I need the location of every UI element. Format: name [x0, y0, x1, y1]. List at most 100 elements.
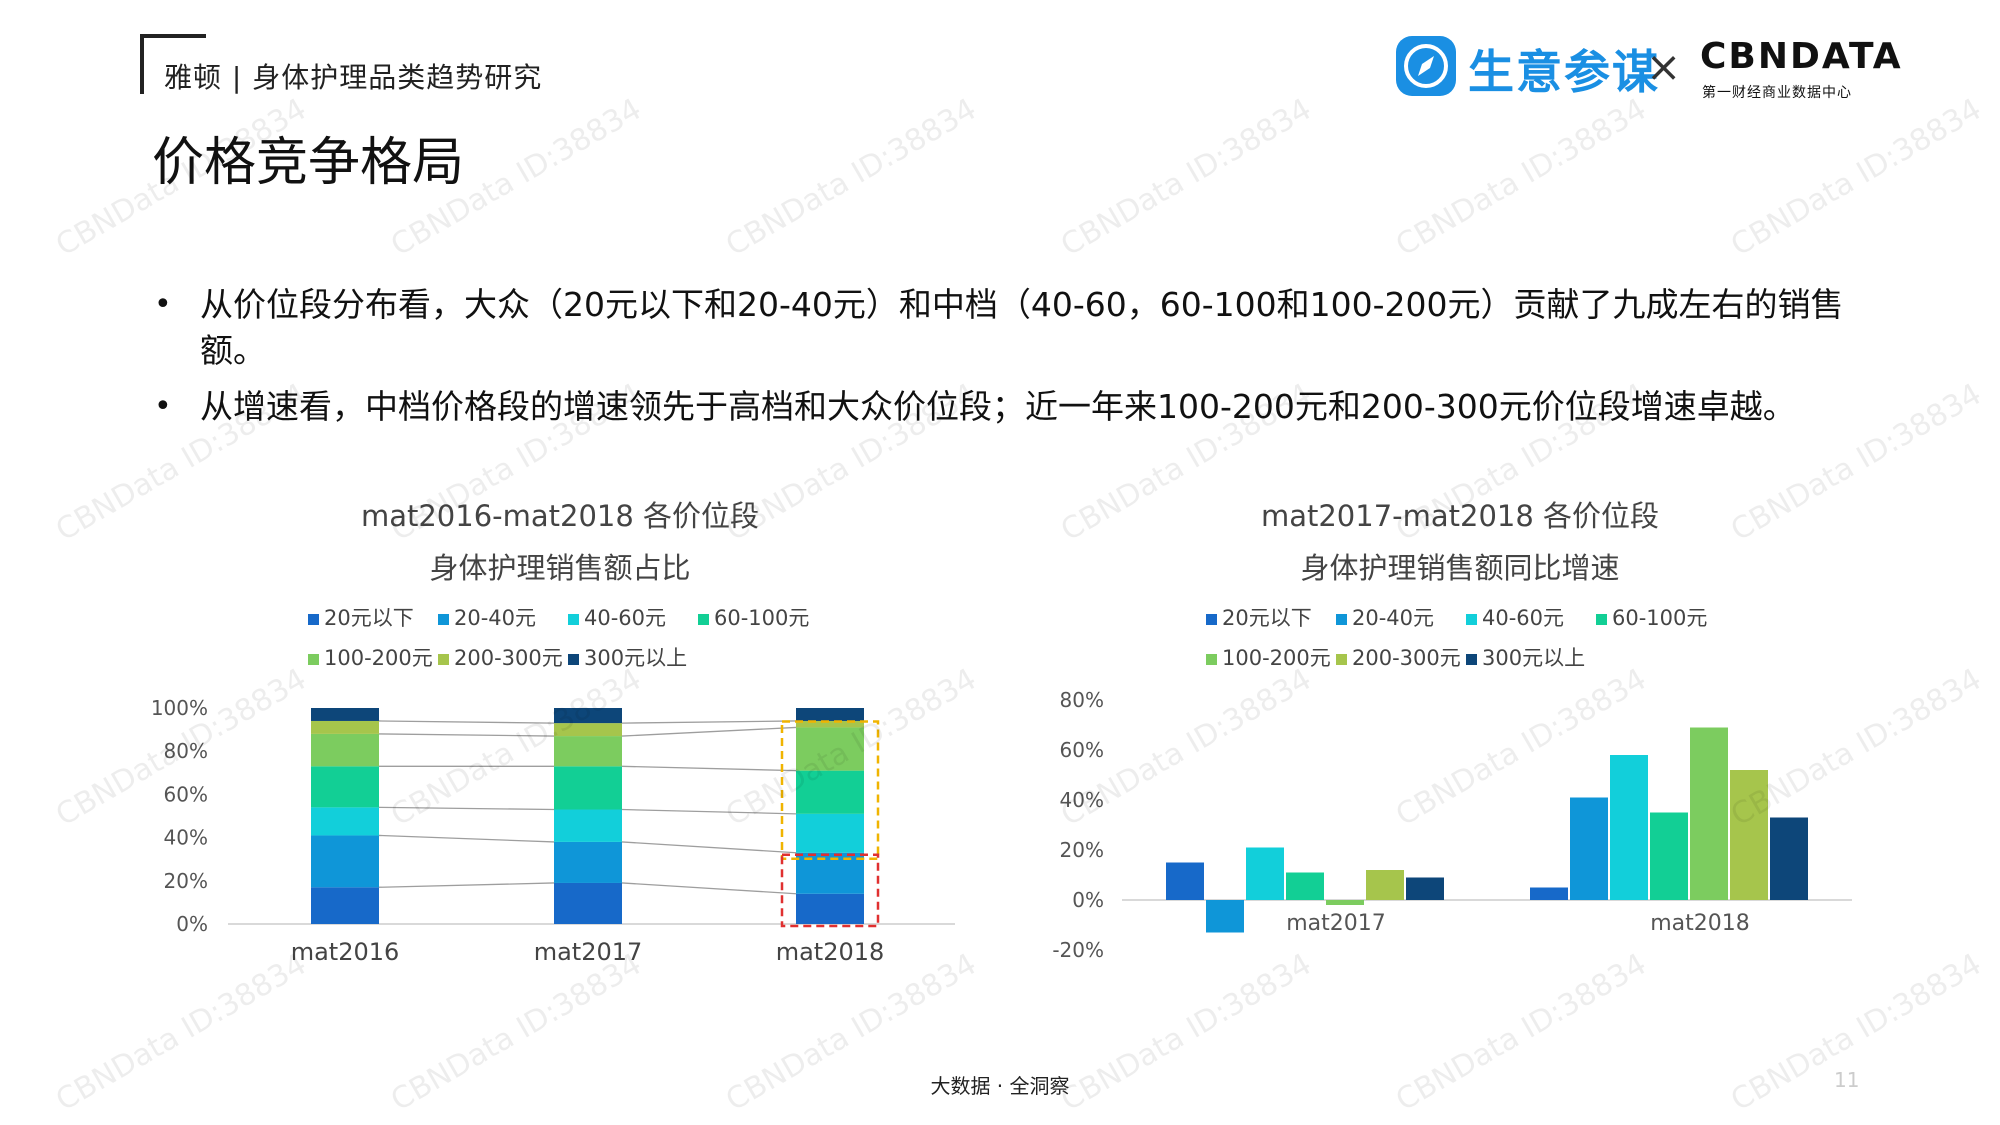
chart2-bar: [1650, 812, 1688, 900]
chart1-bar-segment: [554, 766, 622, 810]
logo-shengyicanmou: 生意参谋: [1468, 45, 1660, 99]
chart1-bar-segment: [311, 835, 379, 888]
chart1-connector-line: [621, 808, 797, 815]
cbndata-logo: CBNDATA: [1700, 36, 1903, 77]
chart1-legend-swatch: [698, 614, 709, 625]
chart2-bar: [1246, 847, 1284, 900]
compass-icon: [1396, 36, 1456, 96]
chart2-bar: [1166, 862, 1204, 900]
chart2-title-block: mat2017-mat2018 各价位段 身体护理销售额同比增速: [1100, 490, 1820, 594]
chart2-bar: [1690, 727, 1728, 900]
chart1-highlight-box-low: [780, 853, 880, 928]
chart1-bar-segment: [311, 807, 379, 836]
chart1-legend-label: 20-40元: [454, 606, 536, 630]
chart2-bar: [1770, 817, 1808, 900]
chart1-bar-segment: [796, 893, 864, 924]
chart2-legend-swatch: [1206, 654, 1217, 665]
chart1-connector-line: [378, 834, 555, 843]
chart1-bar-segment: [311, 766, 379, 808]
title-bracket-decoration: [140, 34, 206, 94]
chart1-legend-swatch: [308, 654, 319, 665]
chart1-bar-segment: [796, 720, 864, 728]
chart1-title: mat2016-mat2018 各价位段: [360, 499, 760, 533]
chart1-legend-label: 200-300元: [454, 646, 563, 670]
chart1-x-tick: mat2017: [534, 938, 643, 966]
chart2-legend-swatch: [1336, 614, 1347, 625]
chart1-connector-line: [378, 806, 555, 811]
chart1-bar-segment: [554, 723, 622, 737]
chart1-connector-line: [621, 726, 797, 737]
chart2-subtitle: 身体护理销售额同比增速: [1300, 551, 1620, 585]
chart1-bar-segment: [554, 708, 622, 724]
chart2-legend-label: 100-200元: [1222, 646, 1331, 670]
chart1-connector-line: [378, 882, 555, 888]
chart1-bar-segment: [554, 809, 622, 842]
chart2-bar: [1206, 900, 1244, 933]
chart2-legend-label: 60-100元: [1612, 606, 1707, 630]
times-sign: ×: [1646, 42, 1682, 91]
chart2-legend-swatch: [1596, 614, 1607, 625]
bullet-dot: •: [154, 389, 172, 424]
chart2-legend-label: 40-60元: [1482, 606, 1564, 630]
chart2-legend-swatch: [1336, 654, 1347, 665]
chart1-bar-segment: [311, 733, 379, 767]
chart1-legend-label: 60-100元: [714, 606, 809, 630]
chart2-legend-swatch: [1206, 614, 1217, 625]
chart1-legend-label: 40-60元: [584, 606, 666, 630]
chart1-connector-line: [378, 720, 555, 724]
chart1-bar-segment: [554, 736, 622, 767]
chart1-y-tick: 40%: [164, 826, 208, 850]
chart1-legend-label: 20元以下: [324, 606, 414, 630]
chart1-connector-line: [621, 882, 797, 895]
chart1-highlight-box-mid: [780, 720, 880, 860]
chart2-x-tick: mat2017: [1286, 911, 1386, 936]
chart1-y-tick: 60%: [164, 782, 208, 806]
chart2-y-tick: -20%: [1052, 938, 1104, 962]
chart2-bar: [1286, 872, 1324, 900]
chart1-y-tick: 100%: [151, 696, 208, 720]
bullet-text: 从增速看，中档价格段的增速领先于高档和大众价位段；近一年来100-200元和20…: [200, 387, 1796, 426]
chart1-legend-swatch: [568, 614, 579, 625]
chart1-x-tick: mat2018: [776, 938, 885, 966]
chart1-legend-swatch: [568, 654, 579, 665]
chart2-bar: [1366, 870, 1404, 900]
chart1-bar-segment: [796, 727, 864, 771]
chart2-bar: [1570, 797, 1608, 900]
chart1-y-tick: 0%: [176, 912, 208, 936]
chart1-bar-segment: [311, 887, 379, 924]
chart2-legend-label: 300元以上: [1482, 646, 1585, 670]
chart1-legend-label: 100-200元: [324, 646, 433, 670]
chart1-title-block: mat2016-mat2018 各价位段 身体护理销售额占比: [200, 490, 920, 594]
report-title: 雅顿 | 身体护理品类趋势研究: [164, 61, 543, 94]
bullet-dot: •: [154, 287, 172, 322]
chart1-legend-label: 300元以上: [584, 646, 687, 670]
chart1-legend-swatch: [308, 614, 319, 625]
chart1-legend-swatch: [438, 614, 449, 625]
chart2-title: mat2017-mat2018 各价位段: [1260, 499, 1660, 533]
bullet-text: 从价位段分布看，大众（20元以下和20-40元）和中档（40-60，60-100…: [200, 285, 1844, 370]
chart1-bar-segment: [796, 770, 864, 814]
chart2-x-tick: mat2018: [1650, 911, 1750, 936]
chart2-y-tick: 20%: [1060, 838, 1104, 862]
page-title: 价格竞争格局: [152, 133, 465, 193]
chart2-y-tick: 60%: [1060, 738, 1104, 762]
page-number: 11: [1834, 1068, 1860, 1092]
chart1-connector-line: [621, 765, 797, 772]
chart1-bar-segment: [796, 708, 864, 721]
chart1-y-tick: 80%: [164, 739, 208, 763]
chart2-bar: [1530, 887, 1568, 900]
cbndata-subtitle: 第一财经商业数据中心: [1702, 85, 1852, 101]
chart2-y-tick: 0%: [1072, 888, 1104, 912]
chart2-legend-swatch: [1466, 654, 1477, 665]
chart1-bar-segment: [554, 841, 622, 883]
chart2-bar: [1730, 770, 1768, 900]
chart2-legend-label: 20元以下: [1222, 606, 1312, 630]
chart1-bar-segment: [796, 813, 864, 853]
chart1-connector-line: [378, 733, 555, 737]
chart2-legend-swatch: [1466, 614, 1477, 625]
chart1-x-tick: mat2016: [291, 938, 400, 966]
chart2-bar: [1406, 877, 1444, 900]
chart1-bar-segment: [311, 708, 379, 721]
bullet-item: • 从增速看，中档价格段的增速领先于高档和大众价位段；近一年来100-200元和2…: [150, 384, 1870, 430]
